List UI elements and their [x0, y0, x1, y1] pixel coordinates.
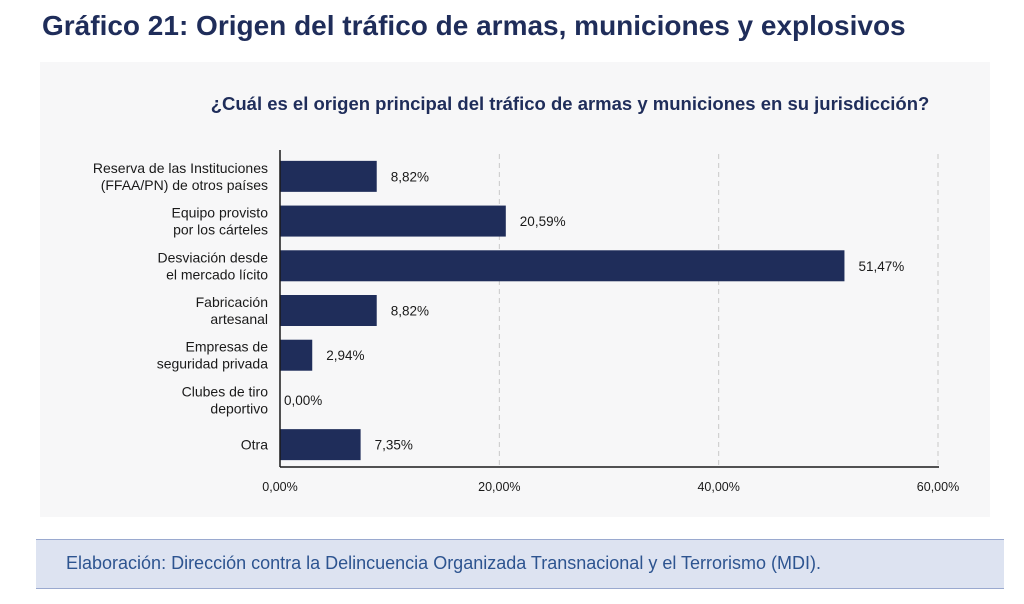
category-label: Otra: [241, 437, 268, 453]
category-label: Fabricación artesanal: [196, 294, 268, 327]
source-footer: Elaboración: Dirección contra la Delincu…: [36, 539, 1004, 589]
bar: [280, 160, 377, 192]
labels: 0,00% 20,00% 40,00% 60,00% 8,82% Reserva de l…: [93, 160, 959, 494]
x-tick-label: 40,00%: [697, 480, 739, 494]
source-text: Elaboración: Dirección contra la Delincu…: [66, 553, 821, 573]
bar-chart: ¿Cuál es el origen principal del tráfico…: [93, 93, 959, 494]
bar: [280, 295, 377, 326]
bar: [280, 250, 845, 282]
category-label: Empresas de seguridad privada: [157, 339, 269, 372]
data-label: 20,59%: [520, 214, 566, 229]
x-tick-label: 0,00%: [262, 480, 297, 494]
bar: [280, 205, 506, 237]
axes: [279, 150, 939, 468]
category-label: Equipo provisto por los cárteles: [171, 205, 268, 238]
page-title: Gráfico 21: Origen del tráfico de armas,…: [42, 10, 906, 41]
data-label: 7,35%: [375, 438, 413, 453]
bar: [280, 339, 313, 371]
chart-panel: ¿Cuál es el origen principal del tráfico…: [40, 62, 990, 517]
data-label: 2,94%: [326, 348, 364, 363]
data-label: 8,82%: [391, 304, 429, 319]
data-label: 51,47%: [858, 259, 904, 274]
bar: [280, 429, 361, 461]
data-label: 8,82%: [391, 169, 429, 184]
x-tick-label: 20,00%: [478, 480, 520, 494]
chart-title: ¿Cuál es el origen principal del tráfico…: [211, 93, 930, 114]
category-label: Reserva de las Instituciones (FFAA/PN) de…: [93, 160, 268, 193]
category-label: Desviación desde el mercado lícito: [157, 249, 268, 282]
data-label: 0,00%: [284, 393, 322, 408]
x-tick-label: 60,00%: [917, 480, 959, 494]
bars: [280, 160, 845, 461]
grid-lines: [498, 154, 939, 467]
category-label: Clubes de tiro deportivo: [182, 383, 269, 416]
